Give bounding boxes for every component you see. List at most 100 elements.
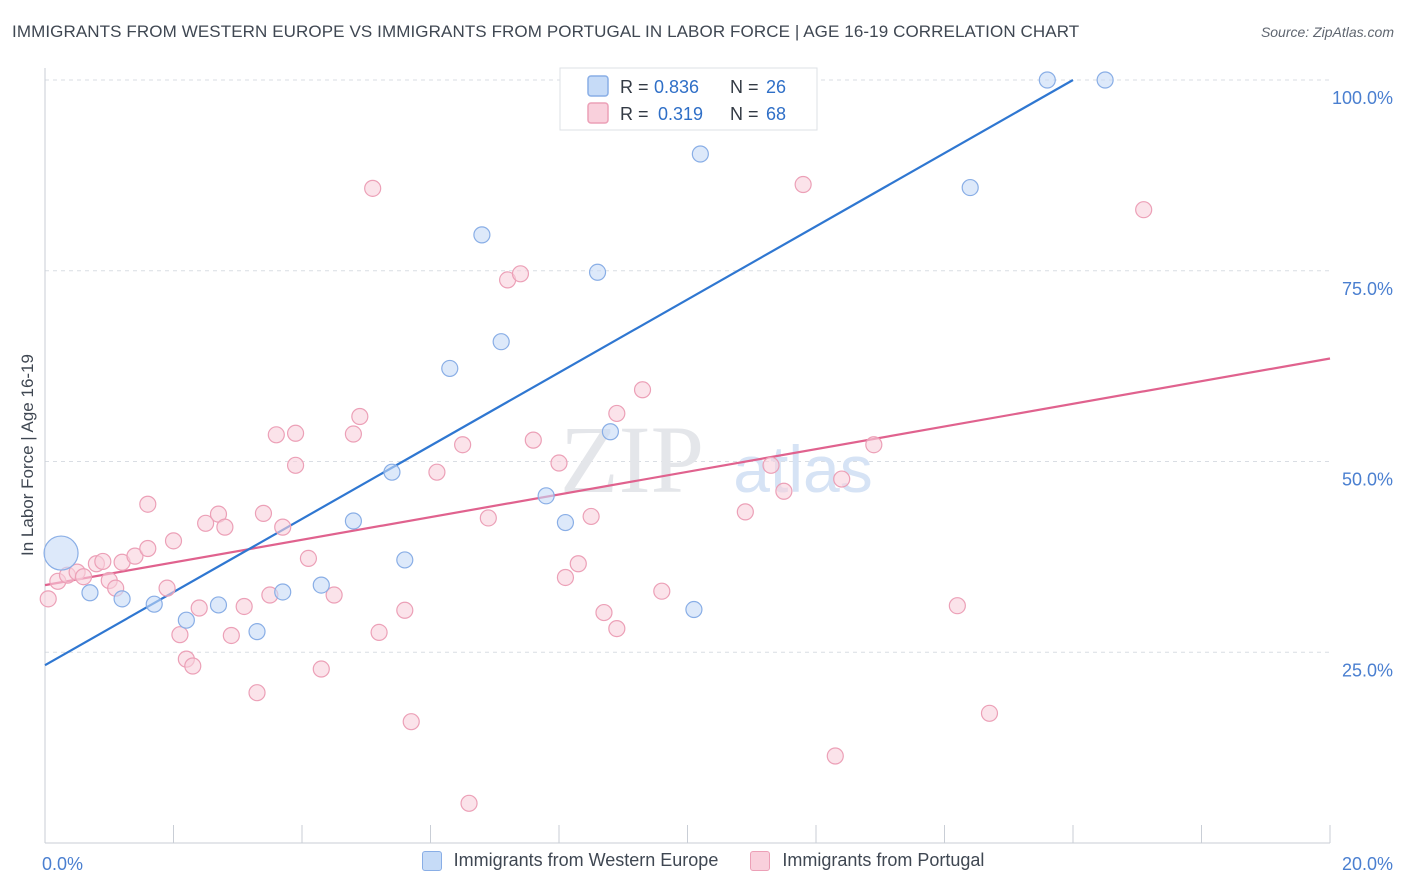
- western-europe-point: [1038, 71, 1056, 89]
- x-tick-label-max: 20.0%: [1342, 854, 1393, 874]
- y-tick-labels: 25.0% 50.0% 75.0% 100.0%: [1332, 88, 1393, 680]
- portugal-point: [948, 597, 966, 615]
- portugal-point: [833, 470, 851, 488]
- portugal-point: [479, 509, 497, 527]
- western-europe-point: [274, 583, 292, 601]
- legend-blue-r-value: 0.836: [654, 77, 699, 97]
- y-tick-label: 75.0%: [1342, 279, 1393, 299]
- portugal-point: [164, 532, 183, 550]
- portugal-point: [184, 657, 202, 675]
- legend-swatch-blue: [421, 850, 442, 871]
- western-europe-point: [344, 512, 362, 530]
- portugal-point: [775, 482, 793, 500]
- source-note: Source: ZipAtlas.com: [1260, 24, 1394, 40]
- portugal-point: [396, 601, 414, 619]
- portugal-point: [865, 436, 883, 454]
- western-europe-point: [312, 576, 330, 594]
- western-europe-point: [492, 333, 510, 351]
- western-europe-point: [248, 623, 266, 641]
- portugal-point: [608, 619, 626, 638]
- western-europe-point: [961, 178, 979, 197]
- data-points: [39, 71, 1153, 812]
- portugal-point: [139, 495, 157, 513]
- portugal-point: [550, 454, 568, 472]
- portugal-point: [74, 568, 93, 586]
- western-europe-point: [691, 145, 709, 163]
- axes: [44, 68, 1331, 844]
- western-europe-point: [396, 551, 414, 569]
- western-europe-point: [383, 463, 401, 481]
- legend-item-western-europe: Immigrants from Western Europe: [421, 850, 719, 871]
- portugal-point: [370, 623, 388, 642]
- y-tick-label: 25.0%: [1342, 660, 1393, 680]
- y-tick-label: 100.0%: [1332, 88, 1393, 108]
- western-europe-point: [81, 584, 99, 602]
- portugal-point: [139, 539, 157, 558]
- portugal-point: [582, 507, 600, 526]
- watermark-zip: ZIP: [560, 406, 704, 513]
- portugal-point: [299, 549, 318, 568]
- portugal-trendline: [44, 357, 1331, 587]
- portugal-point: [608, 404, 626, 423]
- portugal-point: [312, 660, 330, 678]
- portugal-point: [460, 794, 478, 812]
- portugal-point: [762, 456, 780, 474]
- portugal-point: [190, 599, 208, 617]
- portugal-point: [364, 179, 382, 197]
- portugal-point: [222, 626, 240, 645]
- portugal-point: [826, 747, 844, 765]
- legend-blue-n-label: N =: [730, 77, 759, 97]
- legend-swatch-pink: [750, 850, 771, 871]
- portugal-point: [454, 436, 472, 454]
- western-europe-point: [685, 600, 703, 619]
- portugal-point: [351, 407, 369, 426]
- legend-label-portugal: Immigrants from Portugal: [782, 850, 985, 870]
- western-europe-point: [113, 590, 131, 608]
- chart-title: IMMIGRANTS FROM WESTERN EUROPE VS IMMIGR…: [12, 22, 1080, 41]
- portugal-point: [794, 175, 812, 194]
- portugal-point: [158, 579, 176, 597]
- legend-pink-r-label: R =: [620, 104, 649, 124]
- portugal-point: [325, 586, 343, 604]
- portugal-point: [569, 555, 587, 573]
- western-europe-point: [601, 423, 620, 441]
- portugal-point: [274, 518, 292, 536]
- legend-blue-n-value: 26: [766, 77, 786, 97]
- legend-pink-n-label: N =: [730, 104, 759, 124]
- y-tick-label: 50.0%: [1342, 470, 1393, 490]
- western-europe-point: [588, 263, 607, 281]
- portugal-point: [428, 463, 446, 481]
- legend-blue-r-label: R =: [620, 77, 649, 97]
- legend-label-western-europe: Immigrants from Western Europe: [453, 850, 719, 870]
- legend-bottom: Immigrants from Western Europe Immigrant…: [0, 850, 1406, 871]
- portugal-point: [1135, 201, 1153, 219]
- y-axis-label: In Labor Force | Age 16-19: [18, 354, 37, 556]
- portugal-point: [126, 547, 144, 565]
- legend-top-pink-swatch: [587, 102, 609, 124]
- portugal-point: [94, 552, 112, 571]
- portugal-point: [235, 597, 253, 616]
- portugal-point: [267, 426, 285, 444]
- portugal-point: [980, 704, 999, 722]
- portugal-point: [171, 626, 189, 644]
- portugal-point: [653, 582, 671, 600]
- western-europe-point: [43, 535, 79, 571]
- legend-item-portugal: Immigrants from Portugal: [750, 850, 984, 871]
- portugal-point: [344, 425, 362, 443]
- western-europe-point: [145, 595, 163, 613]
- portugal-point: [248, 684, 266, 702]
- portugal-point: [556, 568, 575, 587]
- legend-pink-n-value: 68: [766, 104, 786, 124]
- western-europe-point: [177, 611, 195, 629]
- western-europe-point: [473, 226, 491, 244]
- western-europe-trendline: [44, 79, 1074, 667]
- western-europe-point: [441, 359, 459, 378]
- portugal-point: [39, 590, 57, 608]
- western-europe-point: [537, 487, 555, 505]
- watermark: ZIP atlas: [560, 406, 873, 513]
- portugal-point: [511, 265, 530, 283]
- portugal-point: [286, 456, 305, 474]
- x-tick-label-min: 0.0%: [42, 854, 83, 874]
- legend-top-blue-swatch: [587, 75, 609, 97]
